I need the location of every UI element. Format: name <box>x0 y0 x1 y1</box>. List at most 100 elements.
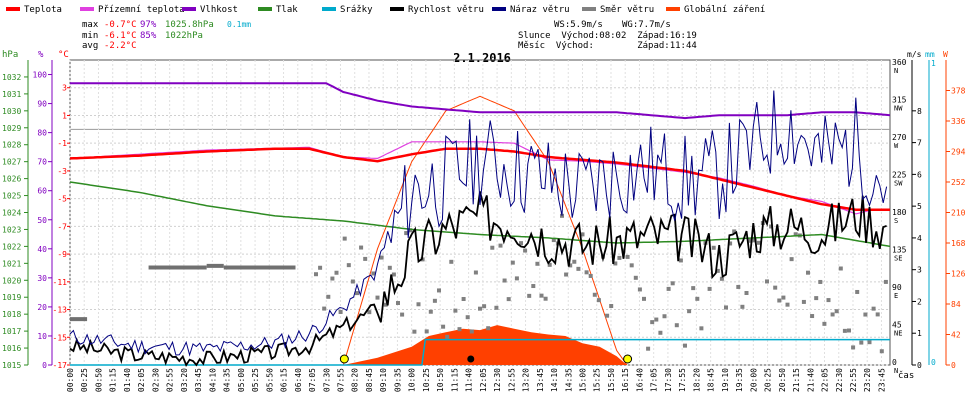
wind-direction-point <box>605 313 610 318</box>
wind-direction-point <box>506 297 511 302</box>
humidity-tick-label: 90 <box>37 100 47 109</box>
wind-direction-point <box>863 312 868 317</box>
temperature-tick-label: -7 <box>57 222 67 231</box>
wind-direction-point <box>670 281 675 286</box>
pressure-tick-label: 1022 <box>2 242 21 251</box>
rain-tick-label: 1 <box>931 59 936 68</box>
moon-marker <box>467 355 475 363</box>
x-tick-label: 22:30 <box>835 368 844 392</box>
x-tick-label: 02:55 <box>166 368 175 392</box>
series-radiation-area <box>343 325 627 365</box>
legend-label: Náraz větru <box>510 5 570 15</box>
x-tick-label: 05:25 <box>251 368 260 392</box>
wind-direction-point <box>609 304 614 309</box>
legend: Teplota Přízemní teplota Vlhkost Tlak Srážky… <box>6 5 765 15</box>
rain-unit: mm <box>925 50 935 59</box>
wind-direction-point <box>391 272 396 277</box>
wind-direction-tick-label: 135 <box>892 246 907 255</box>
temperature-tick-label: -1 <box>57 139 67 148</box>
wind-direction-point <box>334 270 339 275</box>
x-tick-label: 17:30 <box>664 368 673 392</box>
wind-direction-point <box>371 271 376 276</box>
pressure-tick-label: 1026 <box>2 175 21 184</box>
wind-direction-point <box>346 263 351 268</box>
wind-direction-point <box>580 232 585 237</box>
wind-direction-point <box>441 324 446 329</box>
pressure-tick-label: 1024 <box>2 209 21 218</box>
wind-direction-point <box>576 266 581 271</box>
stats-avg-label: avg <box>82 41 98 51</box>
x-tick-label: 20:00 <box>749 368 758 392</box>
wind-direction-tick-label: 270 <box>892 133 907 142</box>
wind-direction-point <box>785 302 790 307</box>
wind-direction-point <box>416 302 421 307</box>
wind-direction-point <box>838 266 843 271</box>
series-temperature <box>69 147 890 211</box>
x-tick-label: 01:15 <box>109 368 118 392</box>
wind-direction-point <box>469 329 474 334</box>
wind-direction-point <box>633 275 638 280</box>
wind-direction-point <box>547 262 552 267</box>
wind-direction-point <box>637 287 642 292</box>
x-tick-label: 06:15 <box>280 368 289 392</box>
wind-direction-point <box>551 238 556 243</box>
wind-speed-tick-label: 3 <box>917 266 922 275</box>
x-tick-label: 19:35 <box>735 368 744 392</box>
legend-label: Globální záření <box>684 5 765 15</box>
wind-direction-point <box>383 302 388 307</box>
wind-direction-tick-label: 315 <box>892 96 907 105</box>
wind-direction-point <box>789 257 794 262</box>
series-wind-speed <box>69 191 887 367</box>
x-tick-label: 15:25 <box>593 368 602 392</box>
wind-direction-point <box>871 306 876 311</box>
x-tick-label: 16:15 <box>621 368 630 392</box>
wind-direction-point <box>715 268 720 273</box>
humidity-tick-label: 50 <box>37 216 47 225</box>
wind-direction-point <box>830 312 835 317</box>
wind-direction-point <box>629 263 634 268</box>
legend-label: Rychlost větru <box>408 5 484 15</box>
wind-direction-point <box>678 258 683 263</box>
legend-label: Přízemní teplota <box>98 5 185 15</box>
pressure-tick-label: 1032 <box>2 73 21 82</box>
series-humidity <box>70 82 891 120</box>
pressure-tick-label: 1030 <box>2 107 21 116</box>
stats-min-label: min <box>82 31 98 41</box>
wind-direction-point <box>617 255 622 260</box>
wind-direction-point <box>498 243 503 248</box>
wind-direction-point <box>834 309 839 314</box>
wind-direction-point <box>621 248 626 253</box>
wind-direction-point <box>355 291 359 296</box>
wind-direction-point <box>457 327 462 332</box>
wind-direction-point <box>584 270 589 275</box>
stats-wg: WG:7.7m/s <box>622 20 671 30</box>
legend-label: Srážky <box>340 5 373 15</box>
wind-direction-point <box>527 293 532 298</box>
plot-area <box>69 59 891 367</box>
stats-sun: Slunce Východ:08:02 Západ:16:19 <box>518 31 697 41</box>
wind-direction-point <box>482 304 487 309</box>
wind-direction-point <box>478 306 482 311</box>
wind-direction-point <box>687 309 692 314</box>
wind-direction-point <box>318 265 323 270</box>
radiation-tick-label: 42 <box>951 331 961 340</box>
series-rain <box>70 338 890 366</box>
wind-direction-point <box>707 286 712 291</box>
temperature-tick-label: -11 <box>53 278 68 287</box>
wind-speed-tick-label: 5 <box>917 202 922 211</box>
wind-direction-letter: SW <box>894 180 903 188</box>
series-pressure <box>69 181 891 248</box>
legend-swatch <box>492 7 506 11</box>
wind-direction-point <box>396 301 400 306</box>
pressure-tick-label: 1019 <box>2 293 21 302</box>
wind-direction-point <box>769 224 774 229</box>
wind-direction-point <box>412 329 417 334</box>
legend-swatch <box>582 7 596 11</box>
wind-speed-tick-label: 6 <box>917 170 922 179</box>
x-tick-label: 00:00 <box>66 368 75 392</box>
x-tick-label: 07:55 <box>336 368 345 392</box>
x-tick-label: 09:35 <box>393 368 402 392</box>
x-tick-label: 10:50 <box>436 368 445 392</box>
wind-direction-point <box>596 298 601 303</box>
